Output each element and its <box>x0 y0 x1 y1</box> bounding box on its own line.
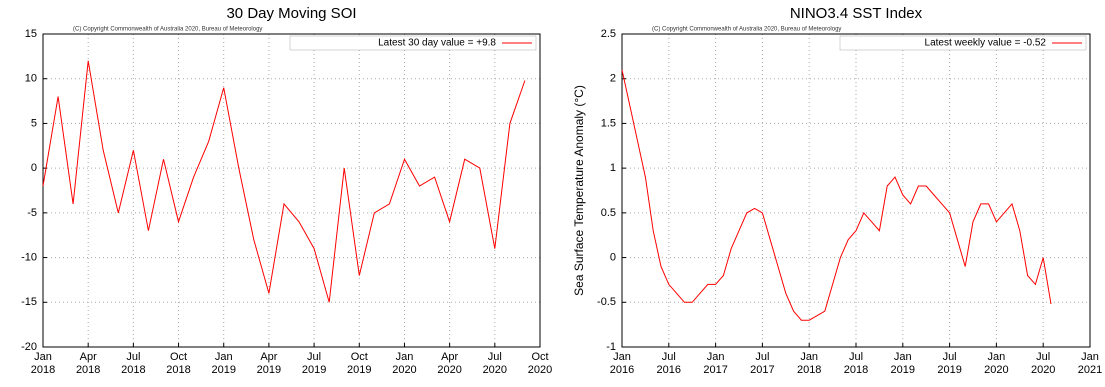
x-tick-label: Jan 2018 <box>797 351 821 376</box>
x-tick-label: Jan 2021 <box>1078 351 1102 376</box>
x-tick-label: Apr 2019 <box>257 351 281 376</box>
x-tick-label: Oct 2020 <box>528 351 552 376</box>
plot-frame <box>621 33 1091 348</box>
y-tick-label: 1 <box>610 162 616 174</box>
copyright: (C) Copyright Commonwealth of Australia … <box>652 27 841 33</box>
y-tick-label: -15 <box>21 296 37 308</box>
x-tick-label: Jan 2019 <box>891 351 915 376</box>
y-tick-label: 2.5 <box>601 28 616 40</box>
x-tick-label: Jan 2020 <box>984 351 1008 376</box>
x-tick-label: Jul 2019 <box>937 351 961 376</box>
x-tick-label: Jul 2019 <box>302 351 326 376</box>
data-line <box>621 69 1052 321</box>
y-tick-label: 2 <box>610 73 616 85</box>
x-tick-label: Jan 2020 <box>392 351 416 376</box>
x-tick-label: Oct 2019 <box>347 351 371 376</box>
x-tick-label: Jul 2017 <box>750 351 774 376</box>
x-tick-label: Jul 2020 <box>483 351 507 376</box>
x-tick-label: Oct 2018 <box>166 351 190 376</box>
copyright: (C) Copyright Commonwealth of Australia … <box>73 27 262 33</box>
y-tick-label: 0.5 <box>601 207 616 219</box>
chart-title: 30 Day Moving SOI <box>226 5 356 22</box>
x-tick-label: Apr 2020 <box>437 351 461 376</box>
y-tick-label: -10 <box>21 251 37 263</box>
legend-label: Latest 30 day value = +9.8 <box>378 38 496 49</box>
x-tick-label: Jul 2016 <box>657 351 681 376</box>
y-tick-label: 15 <box>25 28 37 40</box>
y-tick-label: 0 <box>610 251 616 263</box>
x-tick-label: Apr 2018 <box>76 351 100 376</box>
x-tick-label: Jul 2018 <box>844 351 868 376</box>
legend-label: Latest weekly value = -0.52 <box>925 38 1047 49</box>
y-tick-label: 1.5 <box>601 117 616 129</box>
y-tick-label: 0 <box>31 162 37 174</box>
y-tick-label: -20 <box>21 341 37 353</box>
x-tick-label: Jan 2017 <box>703 351 727 376</box>
chart-title: NINO3.4 SST Index <box>790 5 923 22</box>
y-axis-label: Sea Surface Temperature Anomaly (°C) <box>572 85 586 296</box>
y-tick-label: -5 <box>27 207 37 219</box>
y-tick-label: 10 <box>25 73 37 85</box>
legend-box <box>839 35 1087 51</box>
data-line <box>42 60 526 303</box>
x-tick-label: Jan 2016 <box>610 351 634 376</box>
legend-box <box>289 35 537 51</box>
x-tick-label: Jul 2018 <box>121 351 145 376</box>
y-tick-label: 5 <box>31 117 37 129</box>
x-tick-label: Jan 2019 <box>211 351 235 376</box>
x-tick-label: Jan 2018 <box>31 351 55 376</box>
plot-frame <box>42 33 541 348</box>
y-tick-label: -1 <box>606 341 616 353</box>
x-tick-label: Jul 2020 <box>1031 351 1055 376</box>
y-tick-label: -0.5 <box>597 296 616 308</box>
